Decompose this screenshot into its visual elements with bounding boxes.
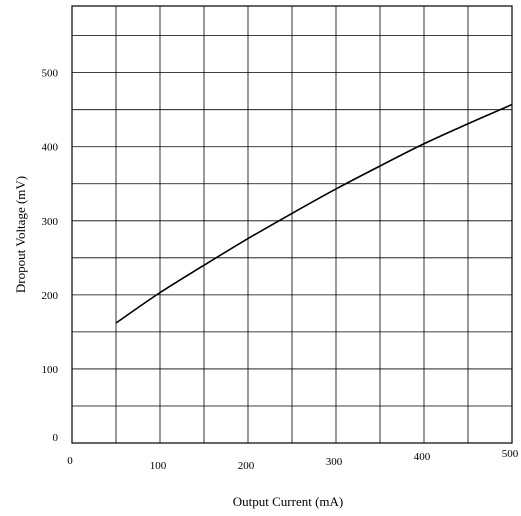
y-tick-label: 500 <box>42 68 59 80</box>
x-tick-label: 300 <box>326 456 343 468</box>
x-tick-labels: 0 100 200 300 400 500 <box>67 448 519 472</box>
plot-frame <box>71 5 513 444</box>
x-axis-label: Output Current (mA) <box>233 494 343 509</box>
x-tick-label: 0 <box>67 455 73 467</box>
y-tick-labels: 0 100 200 300 400 500 <box>42 68 59 444</box>
y-tick-label: 400 <box>42 142 59 154</box>
x-tick-label: 200 <box>238 460 255 472</box>
grid <box>72 6 512 443</box>
x-tick-label: 100 <box>150 460 167 472</box>
y-tick-label: 200 <box>42 290 59 302</box>
series-line-dropout-voltage <box>115 103 513 324</box>
y-axis-label: Dropout Voltage (mV) <box>13 176 28 293</box>
y-tick-label: 300 <box>42 216 59 228</box>
y-tick-label: 0 <box>53 432 59 444</box>
y-tick-label: 100 <box>42 364 59 376</box>
x-tick-label: 500 <box>502 448 519 460</box>
x-tick-label: 400 <box>414 451 431 463</box>
